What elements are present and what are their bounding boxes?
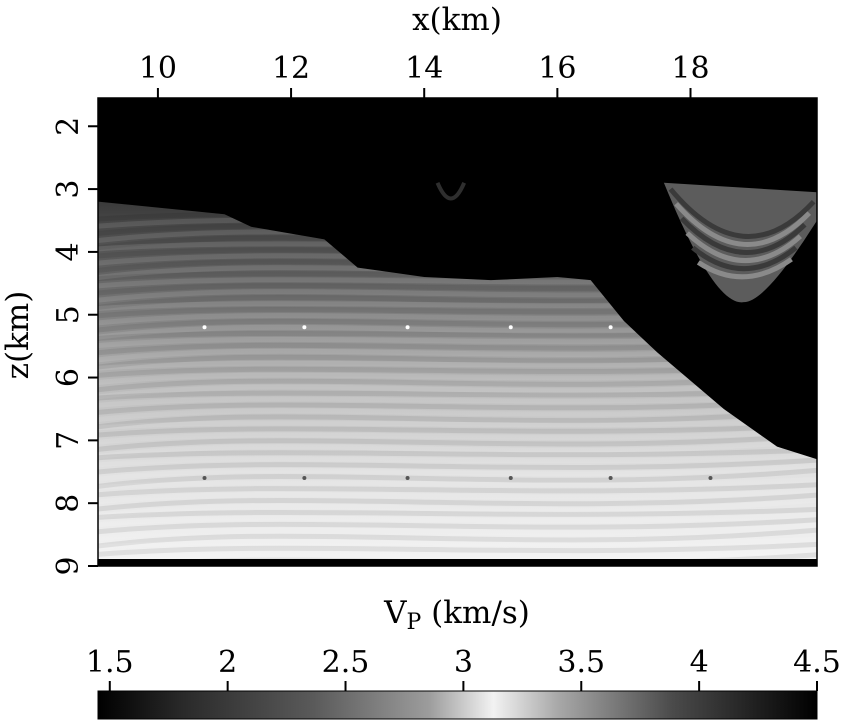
velocity-model-image [98,181,817,566]
colorbar [97,690,818,720]
sediment-stripe [98,422,817,438]
plot-area [98,98,817,566]
colorbar-tick-label: 2.5 [322,645,370,680]
marker-point [302,476,307,481]
salt-body-layer [696,257,793,280]
sediment-stripe [98,517,817,535]
colorbar-tick-label: 4 [690,645,709,680]
sediment-stripe [98,487,817,505]
sediment-stripe [98,506,817,520]
x-tick-label: 14 [405,51,443,86]
marker-point [508,476,513,481]
marker-point [508,325,513,330]
y-tick-label: 9 [51,556,86,575]
x-tick-label: 16 [538,51,576,86]
colorbar-tick-label: 4.5 [793,645,841,680]
marker-point [202,325,207,330]
colorbar-label-sub: P [407,610,422,635]
y-axis-ticks: 2 3 4 5 6 7 8 9 [51,117,98,576]
x-axis-ticks: 10 12 14 16 18 [139,51,710,98]
sediment-stripe [98,427,817,445]
svg-text:VP (km/s): VP (km/s) [383,595,530,635]
colorbar-tick-label: 2 [218,645,237,680]
sediment-stripe [98,482,817,498]
marker-point [708,476,713,481]
y-axis-label: z(km) [0,291,36,380]
sediment-stripe [98,387,817,401]
salt-body-layer [668,187,816,239]
marker-point [405,325,410,330]
sediment-stripe [98,452,817,468]
y-tick-label: 3 [51,180,86,199]
marker-point [202,476,207,481]
sediment-stripe [98,378,817,400]
colorbar-tick-label: 3.5 [557,645,605,680]
salt-body-layer [679,216,807,255]
sediment-stripe [98,432,817,452]
sediment-stripe [98,403,817,423]
sediment-layer [98,201,817,566]
colorbar-tick-label: 3 [454,645,473,680]
sediment-stripe [98,492,817,512]
sediment-stripe [98,408,817,430]
sediment-stripe [98,547,817,565]
sediment-stripe [98,417,817,431]
colorbar-tick-label: 1.5 [86,645,134,680]
sediment-stripe [98,438,817,460]
salt-body-layer [674,202,812,247]
x-tick-label: 18 [671,51,709,86]
plot-frame [97,97,818,567]
marker-points [202,325,713,481]
x-tick-label: 10 [139,51,177,86]
salt-body-layer [691,245,798,272]
sediment-stripe [98,527,817,549]
sediment-stripe [98,541,817,557]
sediment-stripe [98,497,817,519]
x-axis-label: x(km) [412,2,502,38]
bottom-band [98,559,817,566]
y-tick-label: 5 [51,305,86,324]
marker-point [608,476,613,481]
y-tick-label: 6 [51,368,86,387]
y-tick-label: 7 [51,431,86,450]
y-tick-label: 8 [51,494,86,513]
x-tick-label: 12 [272,51,310,86]
marker-point [608,325,613,330]
marker-point [302,325,307,330]
sediment-stripe [98,536,817,550]
sediment-stripe [98,477,817,491]
sediment-stripe [98,397,817,415]
sediment-stripe [98,467,817,489]
sediment-stripe [98,447,817,461]
seafloor-feature [435,181,466,201]
salt-body-layer [685,231,803,264]
sediment-stripe [98,457,817,475]
sediment-stripe [98,392,817,408]
marker-point [405,476,410,481]
colorbar-label: VP (km/s) [383,595,530,635]
y-tick-label: 2 [51,117,86,136]
sediment-stripe [98,522,817,542]
sediment-stripe [98,462,817,482]
colorbar-label-rest: (km/s) [421,595,530,631]
colorbar-ticks: 1.5 2 2.5 3 3.5 4 4.5 [86,645,841,691]
y-tick-label: 4 [51,242,86,261]
colorbar-label-main: V [383,595,407,631]
sediment-stripe [98,512,817,528]
